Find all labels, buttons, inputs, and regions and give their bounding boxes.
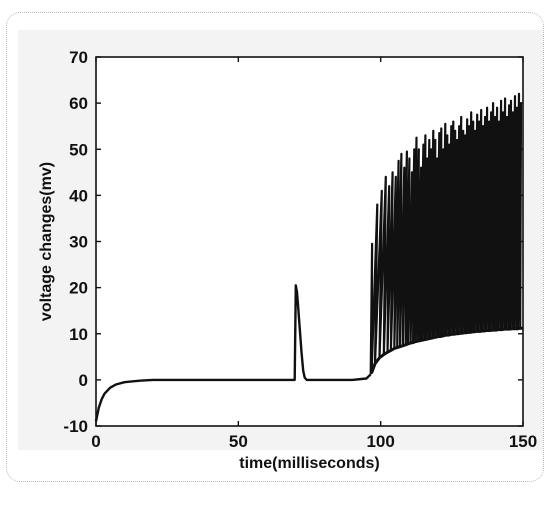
spike-peak [452,120,455,123]
spike-peak [388,185,391,188]
spike-peak [446,134,449,137]
spike-peak [454,129,457,132]
plot-layer [94,56,524,427]
y-tick-label: 40 [69,186,88,205]
spike-peak [478,120,481,123]
spike-peak [470,111,473,114]
spike-peak [415,136,418,139]
spike-peak [371,242,373,245]
spike-peak [506,116,508,118]
trough-envelope [370,326,523,374]
y-tick-label: 20 [69,279,88,298]
spike-peak [486,106,488,109]
spike-peak [474,129,477,132]
spike-peak [397,159,400,162]
spike-peak [403,166,406,169]
spike-peak [448,143,451,146]
spike-peak [434,139,437,141]
spike-peak [456,139,459,141]
spike-peak [494,116,496,118]
x-tick-label: 0 [91,432,100,451]
spike-peak [428,139,431,141]
spike-peak [508,104,510,107]
spike-peak [432,129,435,132]
spike-peak [488,120,490,123]
spike-peak [417,148,420,151]
spike-peak [458,125,461,128]
spike-peak [444,123,447,125]
spike-peak [430,148,433,151]
spike-peak [510,99,512,102]
spike-peak [442,148,445,151]
y-tick-label: 30 [69,233,88,252]
spike-peak [426,157,429,160]
spike-peak [482,125,484,128]
x-axis-label: time(milliseconds) [239,455,379,472]
spike-peak [476,113,479,116]
spike-peak [504,97,506,100]
spike-peak [498,120,500,123]
spike-peak [408,157,411,160]
axis-layer: 0 50 100 150-10010203040506070time(millisec… [38,48,537,472]
x-tick-label: 50 [229,432,248,451]
y-axis-label: voltage changes(mv) [38,162,55,321]
y-tick-label: 60 [69,94,88,113]
spike-peak [516,106,518,109]
voltage-trace [94,284,372,422]
spike-peak [492,102,494,104]
x-tick-label: 100 [366,432,394,451]
spike-peak [462,129,465,132]
spike-peak [391,171,394,174]
spike-peak [424,134,427,137]
spike-peak [484,116,486,118]
y-tick-label: 50 [69,140,88,159]
spike-peak [413,148,416,151]
spike-peak [466,118,469,121]
y-tick-label: -10 [63,417,88,436]
x-tick-label: 150 [509,432,537,451]
spike-peak [394,176,397,178]
spike-peak [436,157,439,160]
spike-peak [380,189,383,192]
spike-peak [400,153,403,155]
spike-peak [406,150,408,153]
spike-peak [460,116,463,118]
spike-peak [411,171,413,174]
spike-peak [500,99,502,102]
spike-peak [490,111,492,114]
spike-train [369,92,523,375]
spike-peak [420,166,422,169]
spike-peak [376,203,379,206]
spike-peak [440,127,443,130]
spike-peak [468,125,471,128]
spike-peak [422,143,425,146]
spike-peak [450,125,453,128]
spike-peak [438,132,441,135]
y-tick-label: 10 [69,325,88,344]
spike-peak [496,106,498,109]
spike-peak [514,95,516,98]
spike-peak [472,120,475,123]
spike-peak [518,93,520,95]
spike-peak [464,134,467,137]
y-tick-label: 0 [79,371,88,390]
spike-peak [502,111,504,114]
spike-peak [512,111,514,114]
spike-peak [384,176,387,178]
y-tick-label: 70 [69,48,88,67]
spike-peak [480,109,483,111]
